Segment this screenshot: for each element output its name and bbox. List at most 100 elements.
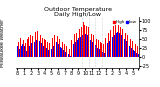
Bar	[80, 37, 81, 57]
Bar	[49, 43, 50, 57]
Bar	[74, 34, 75, 57]
Bar	[20, 38, 21, 57]
Bar	[56, 42, 57, 57]
Bar	[127, 35, 128, 57]
Bar	[115, 25, 116, 57]
Bar	[34, 42, 35, 57]
Text: Milwaukee Weather: Milwaukee Weather	[0, 19, 5, 67]
Bar	[44, 47, 45, 57]
Bar	[126, 41, 127, 57]
Bar	[104, 53, 105, 57]
Bar	[69, 49, 70, 57]
Bar	[92, 42, 93, 57]
Bar	[93, 35, 94, 57]
Bar	[22, 44, 23, 57]
Bar	[107, 43, 108, 57]
Bar	[68, 54, 69, 57]
Bar	[59, 39, 60, 57]
Bar	[109, 41, 110, 57]
Bar	[82, 35, 83, 57]
Bar	[124, 39, 125, 57]
Bar	[17, 46, 18, 57]
Bar	[136, 53, 137, 57]
Bar	[70, 56, 71, 57]
Bar	[105, 38, 106, 57]
Bar	[112, 37, 113, 57]
Bar	[90, 40, 91, 57]
Bar	[41, 43, 42, 57]
Bar	[65, 52, 66, 57]
Bar	[57, 36, 58, 57]
Bar	[62, 42, 63, 57]
Bar	[51, 49, 52, 57]
Bar	[103, 44, 104, 57]
Bar	[61, 48, 62, 57]
Bar	[52, 38, 53, 57]
Bar	[24, 46, 25, 57]
Bar	[29, 46, 30, 57]
Bar	[120, 27, 121, 57]
Bar	[30, 35, 31, 57]
Bar	[117, 32, 118, 57]
Bar	[97, 48, 98, 57]
Bar	[47, 42, 48, 57]
Bar	[114, 35, 115, 57]
Bar	[100, 51, 101, 57]
Bar	[138, 54, 139, 57]
Bar	[66, 46, 67, 57]
Bar	[32, 36, 33, 57]
Bar	[19, 49, 20, 57]
Bar	[64, 44, 65, 57]
Bar	[55, 43, 56, 57]
Bar	[63, 50, 64, 57]
Bar	[45, 40, 46, 57]
Bar	[87, 35, 88, 57]
Bar	[86, 26, 87, 57]
Bar	[35, 32, 36, 57]
Bar	[53, 46, 54, 57]
Bar	[119, 33, 120, 57]
Bar	[121, 35, 122, 57]
Bar	[36, 40, 37, 57]
Bar	[26, 51, 27, 57]
Bar	[76, 33, 77, 57]
Bar	[78, 38, 79, 57]
Bar	[85, 34, 86, 57]
Bar	[79, 29, 80, 57]
Bar	[108, 33, 109, 57]
Bar	[28, 37, 29, 57]
Bar	[84, 25, 85, 57]
Bar	[40, 35, 41, 57]
Bar	[25, 43, 26, 57]
Bar	[125, 33, 126, 57]
Bar	[131, 48, 132, 57]
Bar	[134, 51, 135, 57]
Bar	[96, 39, 97, 57]
Bar	[46, 48, 47, 57]
Bar	[91, 34, 92, 57]
Bar	[38, 39, 39, 57]
Bar	[137, 46, 138, 57]
Bar	[48, 50, 49, 57]
Title: Outdoor Temperature
Daily High/Low: Outdoor Temperature Daily High/Low	[44, 7, 112, 17]
Bar	[110, 30, 111, 57]
Bar	[81, 27, 82, 57]
Bar	[31, 43, 32, 57]
Bar	[43, 46, 44, 57]
Bar	[98, 40, 99, 57]
Bar	[37, 31, 38, 57]
Bar	[94, 43, 95, 57]
Bar	[101, 43, 102, 57]
Bar	[88, 27, 89, 57]
Bar	[42, 38, 43, 57]
Bar	[132, 41, 133, 57]
Bar	[73, 44, 74, 57]
Bar	[129, 46, 130, 57]
Bar	[122, 29, 123, 57]
Bar	[111, 39, 112, 57]
Bar	[99, 49, 100, 57]
Bar	[71, 40, 72, 57]
Bar	[95, 45, 96, 57]
Legend: High, Low: High, Low	[113, 19, 137, 24]
Bar	[54, 35, 55, 57]
